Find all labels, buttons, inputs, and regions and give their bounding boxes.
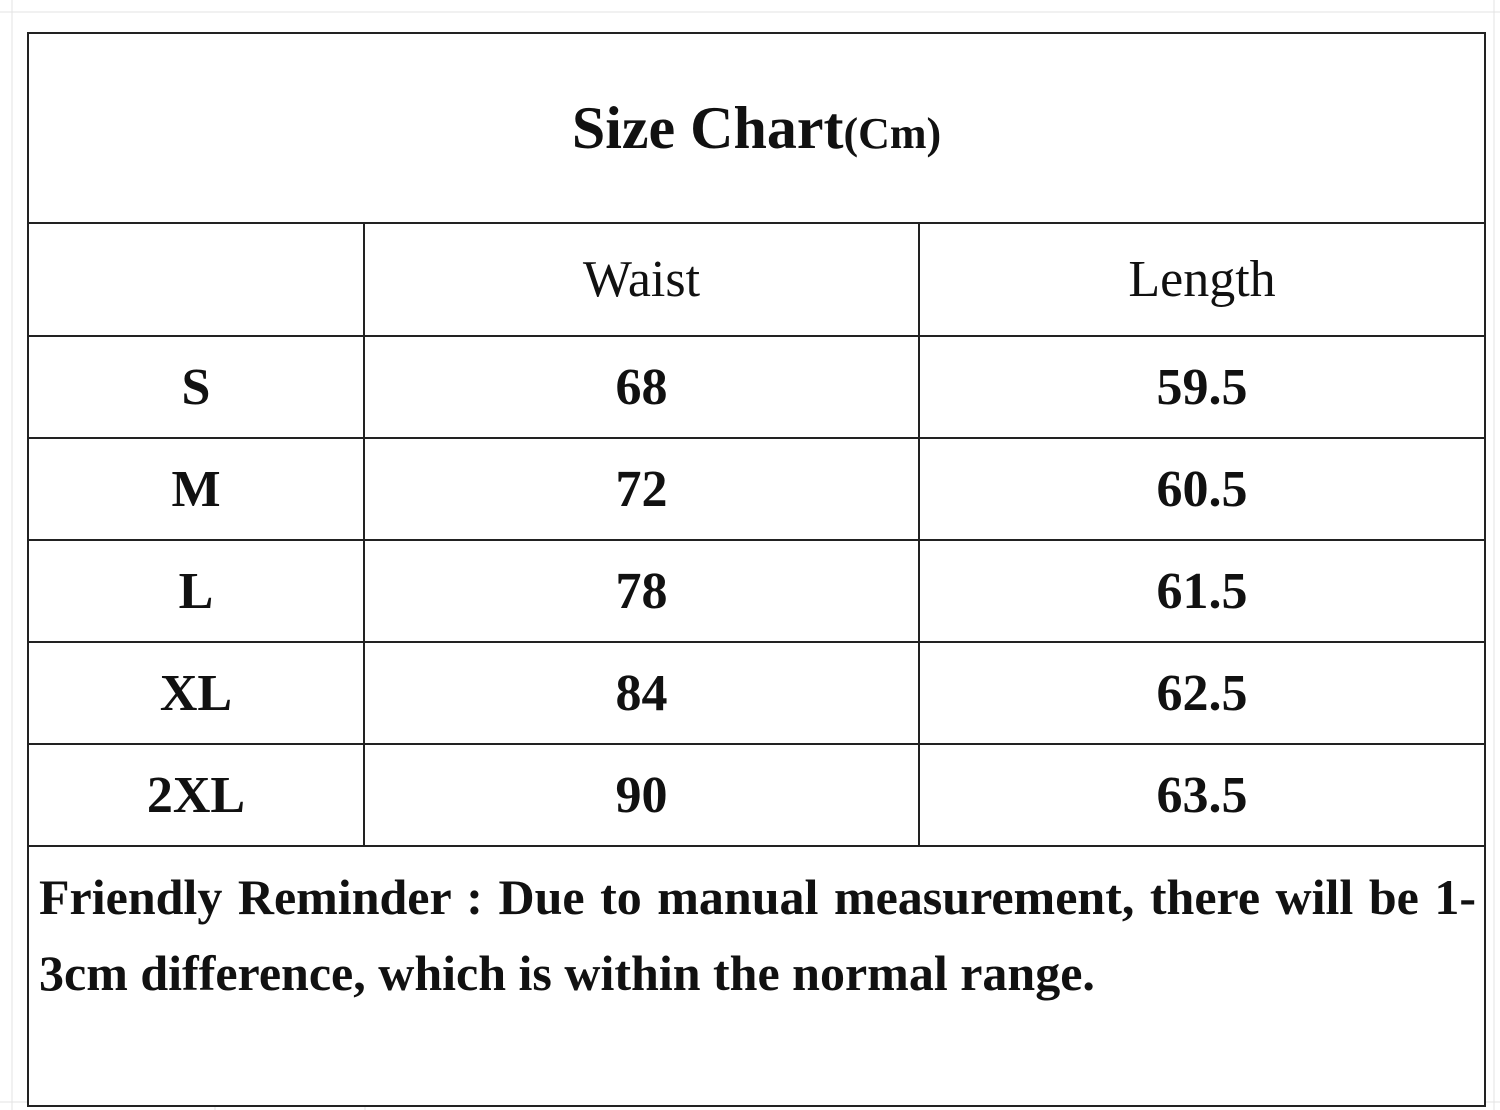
size-label: 2XL xyxy=(27,743,365,847)
measurement-cell: 59.5 xyxy=(917,335,1487,439)
measurement-cell: 60.5 xyxy=(917,437,1487,541)
measurement-cell: 62.5 xyxy=(917,641,1487,745)
title-cell: Size Chart(Cm) xyxy=(26,32,1487,224)
size-label: M xyxy=(27,437,365,541)
size-row: M 72 60.5 xyxy=(27,437,1487,541)
size-label: L xyxy=(27,539,365,643)
size-row: S 68 59.5 xyxy=(27,335,1487,439)
measurement-cell: 61.5 xyxy=(917,539,1487,643)
size-row: XL 84 62.5 xyxy=(27,641,1487,745)
measurement-cell: 68 xyxy=(363,335,920,439)
measurement-cell: 63.5 xyxy=(917,743,1487,847)
measurement-cell: 90 xyxy=(363,743,920,847)
measurement-cell: 72 xyxy=(363,437,920,541)
title-row: Size Chart(Cm) xyxy=(26,32,1487,224)
column-header: Length xyxy=(917,222,1487,337)
column-header: Waist xyxy=(363,222,920,337)
note-row: Friendly Reminder : Due to manual measur… xyxy=(26,845,1487,1107)
size-table: Size Chart(Cm) Waist Length S 68 59.5 M 72 60.… xyxy=(26,32,1487,1107)
title-unit: (Cm) xyxy=(843,108,942,158)
size-label: XL xyxy=(27,641,365,745)
size-row: 2XL 90 63.5 xyxy=(27,743,1487,847)
note: Friendly Reminder : Due to manual measur… xyxy=(26,845,1487,1107)
measurement-cell: 84 xyxy=(363,641,920,745)
measurement-cell: 78 xyxy=(363,539,920,643)
size-row: L 78 61.5 xyxy=(27,539,1487,643)
header-row: Waist Length xyxy=(27,222,1487,337)
title: Size Chart xyxy=(571,94,844,161)
table-body: Size Chart(Cm) Waist Length S 68 59.5 M 72 60.… xyxy=(26,32,1487,1107)
corner-cell xyxy=(27,222,365,337)
size-label: S xyxy=(27,335,365,439)
